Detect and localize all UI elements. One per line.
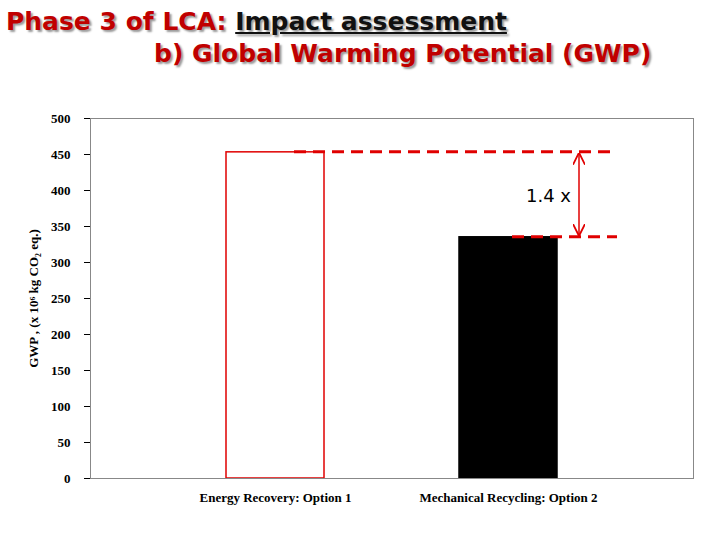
svg-text:100: 100: [51, 399, 71, 414]
svg-text:Mechanical Recycling: Option 2: Mechanical Recycling: Option 2: [419, 490, 597, 505]
html-text:Phase 3 of LCA: Impact assessm: Phase 3 of LCA: Impact assessment: [6, 7, 507, 36]
svg-text:350: 350: [51, 219, 71, 234]
svg-text:Energy Recovery: Option 1: Energy Recovery: Option 1: [199, 490, 351, 505]
svg-text:50: 50: [58, 435, 71, 450]
svg-text:GWP , (x 10⁶ kg CO₂ eq.): GWP , (x 10⁶ kg CO₂ eq.): [26, 229, 41, 368]
html-text:b) Global Warming Potential (G: b) Global Warming Potential (GWP): [154, 39, 652, 68]
svg-text:250: 250: [51, 291, 71, 306]
svg-text:450: 450: [51, 147, 71, 162]
svg-text:300: 300: [51, 255, 71, 270]
svg-text:400: 400: [51, 183, 71, 198]
svg-text:150: 150: [51, 363, 71, 378]
svg-text:1.4 x: 1.4 x: [526, 185, 571, 206]
svg-text:0: 0: [64, 471, 71, 486]
svg-text:500: 500: [51, 111, 71, 126]
svg-text:200: 200: [51, 327, 71, 342]
